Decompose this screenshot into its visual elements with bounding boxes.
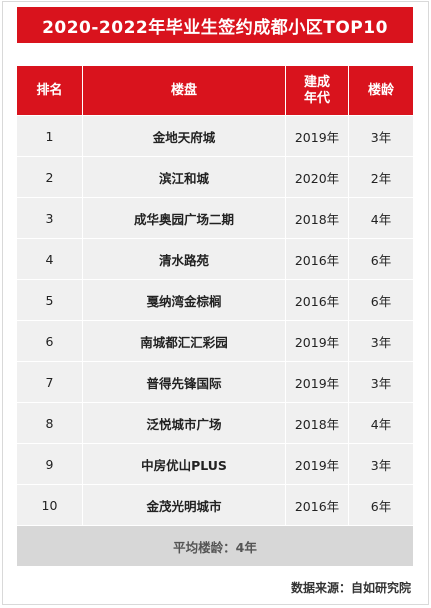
property-cell: 金茂光明城市 [83, 485, 286, 526]
header-rank: 排名 [17, 66, 83, 116]
property-cell: 普得先锋国际 [83, 362, 286, 403]
age-cell: 6年 [349, 280, 413, 321]
average-age-row: 平均楼龄：4年 [17, 526, 413, 566]
rank-cell: 9 [17, 444, 83, 485]
age-cell: 4年 [349, 403, 413, 444]
age-cell: 3年 [349, 321, 413, 362]
rank-cell: 2 [17, 157, 83, 198]
property-cell: 戛纳湾金棕榈 [83, 280, 286, 321]
table-row: 9 中房优山PLUS 2019年 3年 [17, 444, 413, 485]
property-cell: 金地天府城 [83, 116, 286, 157]
year-cell: 2016年 [286, 280, 349, 321]
age-cell: 2年 [349, 157, 413, 198]
age-cell: 3年 [349, 362, 413, 403]
rank-cell: 8 [17, 403, 83, 444]
header-year-line2: 年代 [303, 90, 330, 106]
table-row: 4 清水路苑 2016年 6年 [17, 239, 413, 280]
year-cell: 2019年 [286, 362, 349, 403]
year-cell: 2016年 [286, 485, 349, 526]
data-source-note: 数据来源：自如研究院 [290, 581, 411, 595]
year-cell: 2018年 [286, 403, 349, 444]
year-cell: 2019年 [286, 116, 349, 157]
rank-cell: 10 [17, 485, 83, 526]
table-row: 3 成华奥园广场二期 2018年 4年 [17, 198, 413, 239]
table-row: 1 金地天府城 2019年 3年 [17, 116, 413, 157]
age-cell: 3年 [349, 444, 413, 485]
year-cell: 2019年 [286, 321, 349, 362]
property-cell: 清水路苑 [83, 239, 286, 280]
age-cell: 4年 [349, 198, 413, 239]
property-cell: 中房优山PLUS [83, 444, 286, 485]
rank-cell: 4 [17, 239, 83, 280]
year-cell: 2019年 [286, 444, 349, 485]
property-cell: 南城都汇汇彩园 [83, 321, 286, 362]
year-cell: 2020年 [286, 157, 349, 198]
rank-cell: 7 [17, 362, 83, 403]
age-cell: 3年 [349, 116, 413, 157]
rank-cell: 6 [17, 321, 83, 362]
table-header-row: 排名 楼盘 建成 年代 楼龄 [17, 66, 413, 116]
rank-cell: 5 [17, 280, 83, 321]
header-property: 楼盘 [83, 66, 286, 116]
age-cell: 6年 [349, 485, 413, 526]
header-year-line1: 建成 [303, 74, 330, 90]
page-title: 2020-2022年毕业生签约成都小区TOP10 [17, 7, 413, 43]
table-row: 8 泛悦城市广场 2018年 4年 [17, 403, 413, 444]
table-row: 7 普得先锋国际 2019年 3年 [17, 362, 413, 403]
rank-cell: 3 [17, 198, 83, 239]
rank-cell: 1 [17, 116, 83, 157]
property-cell: 滨江和城 [83, 157, 286, 198]
header-year: 建成 年代 [286, 66, 349, 116]
table-row: 2 滨江和城 2020年 2年 [17, 157, 413, 198]
table-row: 5 戛纳湾金棕榈 2016年 6年 [17, 280, 413, 321]
ranking-table: 排名 楼盘 建成 年代 楼龄 1 金地天府城 2019年 3年 2 滨江和城 2… [17, 66, 413, 566]
year-cell: 2018年 [286, 198, 349, 239]
table-row: 6 南城都汇汇彩园 2019年 3年 [17, 321, 413, 362]
age-cell: 6年 [349, 239, 413, 280]
header-age: 楼龄 [349, 66, 413, 116]
table-row: 10 金茂光明城市 2016年 6年 [17, 485, 413, 526]
property-cell: 成华奥园广场二期 [83, 198, 286, 239]
year-cell: 2016年 [286, 239, 349, 280]
property-cell: 泛悦城市广场 [83, 403, 286, 444]
